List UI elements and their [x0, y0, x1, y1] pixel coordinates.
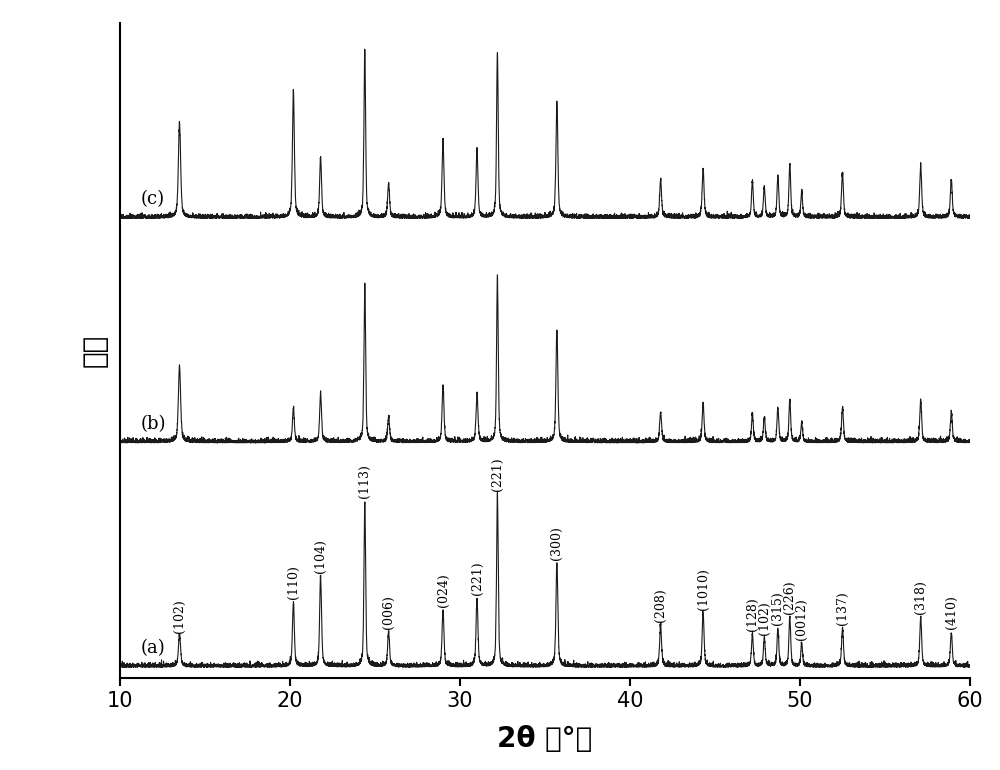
Text: (315): (315): [771, 591, 784, 625]
Text: (113): (113): [358, 464, 371, 498]
Text: (b): (b): [140, 414, 166, 433]
Text: (221): (221): [491, 457, 504, 490]
Text: (102): (102): [173, 599, 186, 633]
Text: (c): (c): [140, 190, 165, 208]
Text: (221): (221): [471, 561, 484, 595]
Text: (208): (208): [654, 588, 667, 621]
Text: (410): (410): [945, 595, 958, 629]
Text: (128): (128): [746, 597, 759, 631]
X-axis label: 2θ （°）: 2θ （°）: [497, 725, 593, 753]
Text: (006): (006): [382, 595, 395, 629]
Text: (300): (300): [550, 526, 563, 560]
Text: (137): (137): [836, 591, 849, 625]
Text: (1010): (1010): [697, 568, 710, 611]
Text: (102): (102): [758, 601, 771, 634]
Text: (318): (318): [914, 580, 927, 614]
Text: (0012): (0012): [795, 598, 808, 640]
Text: (024): (024): [436, 573, 450, 607]
Y-axis label: 强度: 强度: [81, 333, 109, 367]
Text: (104): (104): [314, 539, 327, 573]
Text: (a): (a): [140, 639, 165, 657]
Text: (110): (110): [287, 565, 300, 599]
Text: (226): (226): [783, 581, 796, 614]
